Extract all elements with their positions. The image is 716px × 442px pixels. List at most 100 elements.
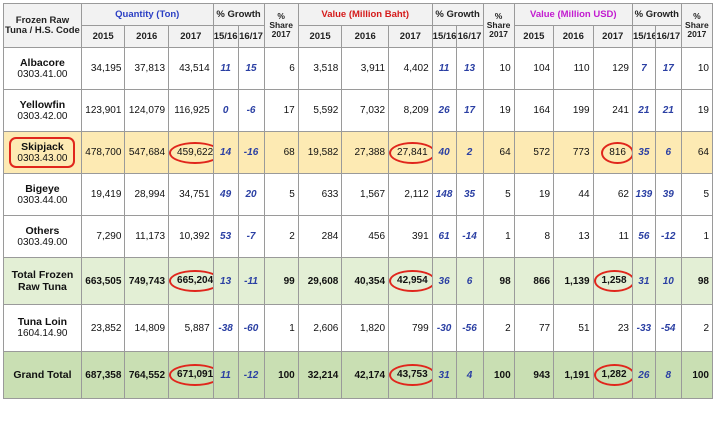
growth-cell: -30 bbox=[431, 304, 457, 352]
value-cell: 478,700 bbox=[80, 131, 126, 174]
share-cell: 100 bbox=[482, 351, 515, 399]
growth-cell: 148 bbox=[431, 173, 457, 216]
value-baht-header: Value (Million Baht) bbox=[297, 3, 433, 26]
value-cell: 1,282 bbox=[592, 351, 633, 399]
value-cell: 43,753 bbox=[388, 351, 433, 399]
value-cell: 284 bbox=[297, 215, 343, 258]
growth-cell: 31 bbox=[431, 351, 457, 399]
hs-code: 1604.14.90 bbox=[17, 328, 68, 340]
growth-cell: 21 bbox=[631, 89, 656, 132]
value-cell: 19 bbox=[513, 173, 555, 216]
value-cell: 11,173 bbox=[124, 215, 170, 258]
growth-cell: 53 bbox=[212, 215, 239, 258]
growth-cell: 56 bbox=[631, 215, 656, 258]
row-name: Yellowfin bbox=[19, 98, 66, 111]
share-cell: 100 bbox=[680, 351, 714, 399]
value-cell: 1,191 bbox=[553, 351, 594, 399]
hs-code: 0303.42.00 bbox=[17, 110, 68, 122]
share-cell: 10 bbox=[482, 47, 515, 90]
growth-cell: 7 bbox=[631, 47, 656, 90]
value-cell: 633 bbox=[297, 173, 343, 216]
growth-cell: 26 bbox=[431, 89, 457, 132]
growth-cell: 39 bbox=[654, 173, 682, 216]
value-cell: 29,608 bbox=[297, 257, 343, 305]
growth-cell: -54 bbox=[654, 304, 682, 352]
growth-cell: 13 bbox=[455, 47, 484, 90]
growth-cell: 49 bbox=[212, 173, 239, 216]
growth-cell: 11 bbox=[212, 351, 239, 399]
circled-value: 1,258 bbox=[594, 270, 632, 292]
growth-cell: -7 bbox=[237, 215, 265, 258]
value-cell: 1,258 bbox=[592, 257, 633, 305]
table-body: Albacore 0303.41.00 34,195 37,813 43,514 11 15… bbox=[3, 47, 714, 399]
value-cell: 27,841 bbox=[388, 131, 433, 174]
table-row: Bigeye 0303.44.00 19,419 28,994 34,751 49 20 5 6… bbox=[3, 173, 714, 216]
baht-share-header: % Share 2017 bbox=[482, 3, 515, 48]
table-row: Total Frozen Raw Tuna 663,505 749,743 665,2… bbox=[3, 257, 714, 305]
growth-cell: 40 bbox=[431, 131, 457, 174]
table-row: Grand Total 687,358 764,552 671,091 11 -12 100… bbox=[3, 351, 714, 399]
value-cell: 13 bbox=[553, 215, 594, 258]
growth-cell: -6 bbox=[237, 89, 265, 132]
circled-value: 665,204 bbox=[169, 270, 213, 292]
value-cell: 10,392 bbox=[168, 215, 214, 258]
value-cell: 799 bbox=[388, 304, 433, 352]
growth-cell: 4 bbox=[455, 351, 484, 399]
row-name: Others bbox=[25, 224, 60, 237]
header-row-2: 2015 2016 2017 15/16 16/17 2015 2016 201… bbox=[4, 25, 713, 48]
value-cell: 1,139 bbox=[553, 257, 594, 305]
usd-growth-header: % Growth bbox=[631, 3, 682, 26]
value-cell: 62 bbox=[592, 173, 633, 216]
row-category-cell: Grand Total bbox=[3, 351, 82, 399]
growth-cell: -60 bbox=[237, 304, 265, 352]
growth-cell: -38 bbox=[212, 304, 239, 352]
share-cell: 1 bbox=[263, 304, 299, 352]
value-cell: 4,402 bbox=[388, 47, 433, 90]
value-cell: 8,209 bbox=[388, 89, 433, 132]
value-cell: 943 bbox=[513, 351, 555, 399]
value-cell: 547,684 bbox=[124, 131, 170, 174]
year-header: 2017 bbox=[388, 25, 433, 48]
table-row: Skipjack 0303.43.00 478,700 547,684 459,622 1… bbox=[3, 131, 714, 174]
value-cell: 164 bbox=[513, 89, 555, 132]
value-cell: 5,592 bbox=[297, 89, 343, 132]
growth-period-header: 16/17 bbox=[654, 25, 682, 48]
value-cell: 123,901 bbox=[80, 89, 126, 132]
share-cell: 6 bbox=[263, 47, 299, 90]
row-category-cell: Albacore 0303.41.00 bbox=[3, 47, 82, 90]
growth-cell: -12 bbox=[654, 215, 682, 258]
growth-cell: 36 bbox=[431, 257, 457, 305]
growth-cell: 2 bbox=[455, 131, 484, 174]
year-header: 2017 bbox=[592, 25, 633, 48]
row-name: Albacore bbox=[19, 56, 65, 69]
circled-value: 459,622 bbox=[169, 141, 213, 164]
value-cell: 42,174 bbox=[341, 351, 390, 399]
value-cell: 3,518 bbox=[297, 47, 343, 90]
hs-code: 0303.44.00 bbox=[17, 194, 68, 206]
circled-value: 1,282 bbox=[594, 364, 632, 386]
value-cell: 40,354 bbox=[341, 257, 390, 305]
value-cell: 44 bbox=[553, 173, 594, 216]
share-cell: 1 bbox=[482, 215, 515, 258]
value-cell: 129 bbox=[592, 47, 633, 90]
growth-cell: 6 bbox=[455, 257, 484, 305]
year-header: 2017 bbox=[168, 25, 214, 48]
year-header: 2015 bbox=[513, 25, 555, 48]
value-cell: 8 bbox=[513, 215, 555, 258]
value-cell: 3,911 bbox=[341, 47, 390, 90]
growth-cell: 20 bbox=[237, 173, 265, 216]
share-cell: 5 bbox=[263, 173, 299, 216]
row-category-cell: Others 0303.49.00 bbox=[3, 215, 82, 258]
table-row: Others 0303.49.00 7,290 11,173 10,392 53 -7 2 28… bbox=[3, 215, 714, 258]
value-cell: 37,813 bbox=[124, 47, 170, 90]
growth-cell: 35 bbox=[455, 173, 484, 216]
value-cell: 1,820 bbox=[341, 304, 390, 352]
value-cell: 773 bbox=[553, 131, 594, 174]
value-cell: 7,290 bbox=[80, 215, 126, 258]
value-cell: 1,567 bbox=[341, 173, 390, 216]
value-cell: 23,852 bbox=[80, 304, 126, 352]
year-header: 2015 bbox=[80, 25, 126, 48]
value-cell: 104 bbox=[513, 47, 555, 90]
growth-cell: 31 bbox=[631, 257, 656, 305]
row-name: Total Frozen Raw Tuna bbox=[11, 268, 74, 293]
